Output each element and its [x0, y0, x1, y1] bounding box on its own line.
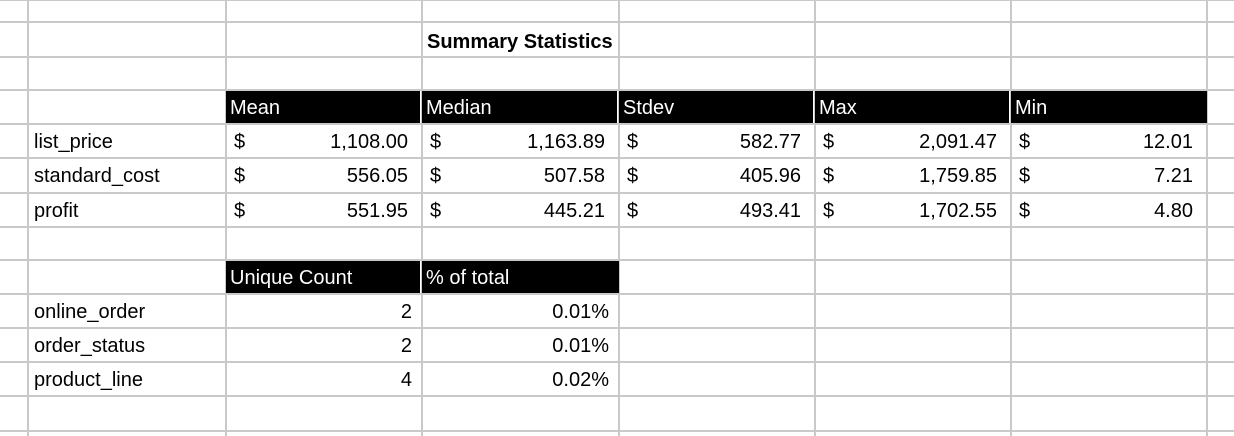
- grid-row-line: [0, 0, 1234, 1]
- grid-row-line: [0, 157, 1234, 159]
- grid-row-line: [0, 293, 1234, 295]
- grid-row-line: [0, 226, 1234, 228]
- grid-row-line: [0, 395, 1234, 397]
- stats-header-min[interactable]: Min: [1011, 91, 1207, 123]
- stat-value[interactable]: 582.77: [739, 131, 801, 153]
- row-label-online_order[interactable]: online_order: [34, 301, 146, 323]
- row-label-list_price[interactable]: list_price: [34, 131, 113, 153]
- grid-row-line: [0, 123, 1234, 125]
- stat-value[interactable]: 12.01: [1142, 131, 1193, 153]
- unique-count-value[interactable]: 2: [400, 335, 412, 357]
- grid-row-line: [0, 361, 1234, 363]
- grid-column-line: [618, 0, 620, 436]
- currency-symbol: $: [430, 200, 442, 222]
- currency-symbol: $: [430, 131, 442, 153]
- row-label-product_line[interactable]: product_line: [34, 369, 143, 391]
- grid-row-line: [0, 89, 1234, 91]
- sheet-title[interactable]: Summary Statistics: [427, 31, 612, 53]
- grid-column-line: [421, 0, 423, 436]
- currency-symbol: $: [823, 131, 835, 153]
- stats-header-mean[interactable]: Mean: [226, 91, 420, 123]
- stats-header-max[interactable]: Max: [815, 91, 1009, 123]
- grid-column-line: [225, 0, 227, 436]
- stat-value[interactable]: 556.05: [346, 165, 408, 187]
- stat-value[interactable]: 1,108.00: [330, 131, 408, 153]
- stat-value[interactable]: 445.21: [543, 200, 605, 222]
- grid-column-line: [814, 0, 816, 436]
- grid-row-line: [0, 192, 1234, 194]
- stat-value[interactable]: 551.95: [346, 200, 408, 222]
- stat-value[interactable]: 1,702.55: [919, 200, 997, 222]
- grid-column-line: [1206, 0, 1208, 436]
- grid-row-line: [0, 21, 1234, 23]
- pct-of-total-value[interactable]: 0.02%: [552, 369, 609, 391]
- currency-symbol: $: [1019, 200, 1031, 222]
- stat-value[interactable]: 493.41: [739, 200, 801, 222]
- currency-symbol: $: [823, 165, 835, 187]
- count-header-unique-count[interactable]: Unique Count: [226, 261, 420, 293]
- stat-value[interactable]: 2,091.47: [919, 131, 997, 153]
- currency-symbol: $: [234, 200, 246, 222]
- count-header-pct-of-total[interactable]: % of total: [422, 261, 619, 293]
- row-label-profit[interactable]: profit: [34, 200, 79, 222]
- stat-value[interactable]: 1,163.89: [527, 131, 605, 153]
- currency-symbol: $: [234, 165, 246, 187]
- pct-of-total-value[interactable]: 0.01%: [552, 335, 609, 357]
- stat-value[interactable]: 1,759.85: [919, 165, 997, 187]
- grid-row-line: [0, 327, 1234, 329]
- grid-row-line: [0, 56, 1234, 58]
- currency-symbol: $: [430, 165, 442, 187]
- unique-count-value[interactable]: 4: [400, 369, 412, 391]
- row-label-standard_cost[interactable]: standard_cost: [34, 165, 160, 187]
- currency-symbol: $: [627, 165, 639, 187]
- row-label-order_status[interactable]: order_status: [34, 335, 146, 357]
- grid-row-line: [0, 259, 1234, 261]
- currency-symbol: $: [627, 131, 639, 153]
- stats-header-stdev[interactable]: Stdev: [619, 91, 813, 123]
- stat-value[interactable]: 4.80: [1154, 200, 1193, 222]
- grid-column-line: [27, 0, 29, 436]
- unique-count-value[interactable]: 2: [400, 301, 412, 323]
- currency-symbol: $: [1019, 131, 1031, 153]
- currency-symbol: $: [1019, 165, 1031, 187]
- currency-symbol: $: [823, 200, 835, 222]
- stats-header-median[interactable]: Median: [422, 91, 617, 123]
- grid-row-line: [0, 430, 1234, 432]
- stat-value[interactable]: 405.96: [739, 165, 801, 187]
- currency-symbol: $: [234, 131, 246, 153]
- stat-value[interactable]: 507.58: [543, 165, 605, 187]
- pct-of-total-value[interactable]: 0.01%: [552, 301, 609, 323]
- stat-value[interactable]: 7.21: [1154, 165, 1193, 187]
- currency-symbol: $: [627, 200, 639, 222]
- grid-column-line: [1010, 0, 1012, 436]
